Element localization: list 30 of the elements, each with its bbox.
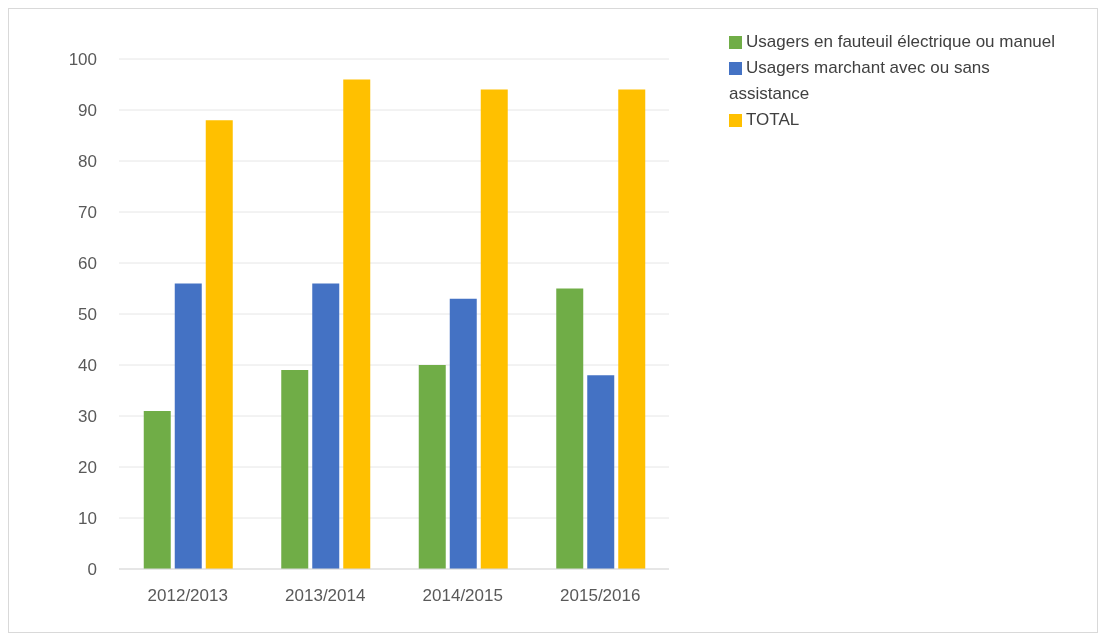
legend-label: TOTAL — [746, 110, 800, 129]
bar — [618, 89, 646, 569]
bar — [281, 370, 309, 569]
bar — [480, 89, 508, 569]
y-tick-label: 0 — [87, 560, 97, 580]
bar — [174, 283, 202, 569]
y-tick-label: 50 — [78, 305, 97, 325]
bar — [449, 298, 477, 569]
y-tick-label: 70 — [78, 203, 97, 223]
bar — [343, 79, 371, 569]
bar — [418, 365, 446, 569]
y-tick-label: 80 — [78, 152, 97, 172]
x-tick-label: 2015/2016 — [560, 586, 641, 606]
bar — [556, 288, 584, 569]
legend-label: Usagers en fauteuil électrique ou manuel — [746, 32, 1056, 51]
x-tick-label: 2013/2014 — [285, 586, 366, 606]
legend-label: Usagers marchant avec ou sans assistance — [729, 58, 990, 103]
y-tick-label: 40 — [78, 356, 97, 376]
bar — [143, 410, 171, 569]
y-tick-label: 100 — [68, 50, 97, 70]
bar — [587, 375, 615, 569]
x-tick-label: 2012/2013 — [147, 586, 228, 606]
y-tick-label: 90 — [78, 101, 97, 121]
y-tick-label: 30 — [78, 407, 97, 427]
x-tick-label: 2014/2015 — [422, 586, 503, 606]
bar — [312, 283, 340, 569]
y-tick-label: 10 — [78, 509, 97, 529]
bar — [205, 120, 233, 569]
y-tick-label: 20 — [78, 458, 97, 478]
y-tick-label: 60 — [78, 254, 97, 274]
